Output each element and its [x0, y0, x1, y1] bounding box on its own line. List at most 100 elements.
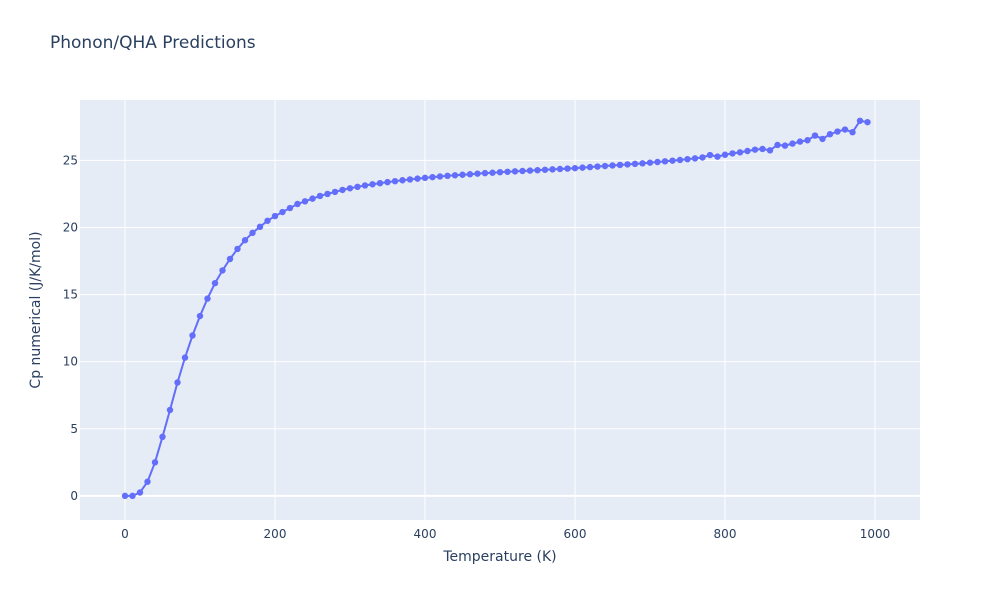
y-tick-label: 10	[63, 355, 78, 369]
y-tick-labels: 0 5 10 15 20 25	[63, 153, 78, 502]
data-point	[579, 164, 586, 171]
data-point	[721, 151, 729, 158]
data-point	[406, 176, 414, 183]
data-point	[654, 158, 661, 166]
data-point	[444, 172, 451, 180]
data-point	[714, 153, 721, 160]
data-point	[384, 178, 391, 186]
data-point	[759, 145, 766, 153]
data-point	[534, 166, 541, 174]
data-point	[729, 150, 736, 157]
data-point	[399, 177, 406, 184]
data-point	[196, 312, 204, 320]
x-axis-label: Temperature (K)	[442, 549, 556, 565]
data-point	[286, 204, 294, 212]
data-point	[489, 169, 496, 176]
data-point	[174, 379, 181, 386]
data-point	[849, 129, 856, 136]
data-point	[301, 198, 309, 205]
data-point	[549, 166, 556, 173]
data-point	[181, 354, 189, 361]
data-point	[249, 229, 256, 237]
y-tick-label: 15	[63, 288, 78, 302]
data-point	[144, 478, 151, 485]
data-point	[691, 155, 699, 162]
plot-background	[80, 100, 920, 520]
data-point	[159, 433, 166, 441]
data-point	[564, 165, 571, 172]
data-point	[436, 173, 444, 180]
data-point	[571, 164, 579, 172]
y-tick-label: 5	[70, 422, 78, 436]
x-tick-label: 200	[264, 527, 287, 541]
data-point	[856, 117, 864, 124]
data-point	[586, 163, 594, 171]
data-point	[706, 151, 714, 159]
data-point	[699, 154, 706, 161]
data-point	[391, 177, 399, 185]
data-point	[766, 147, 774, 154]
data-point	[279, 208, 286, 216]
data-point	[451, 172, 459, 179]
y-tick-label: 0	[70, 489, 78, 503]
data-point	[781, 142, 789, 149]
data-point	[121, 492, 129, 500]
data-point	[631, 160, 639, 168]
data-point	[519, 167, 526, 175]
data-point	[129, 492, 136, 500]
x-tick-labels: 0 200 400 600 800 1000	[121, 527, 890, 541]
data-point	[496, 168, 504, 176]
data-point	[331, 188, 339, 196]
data-point	[736, 149, 744, 156]
data-point	[234, 245, 241, 253]
data-point	[804, 137, 811, 144]
data-point	[819, 135, 826, 143]
x-tick-label: 800	[714, 527, 737, 541]
data-point	[751, 146, 759, 153]
grid-lines	[80, 100, 920, 520]
data-point	[774, 141, 781, 149]
y-axis-label: Cp numerical (J/K/mol)	[28, 231, 44, 388]
data-point	[346, 185, 354, 192]
data-point	[211, 279, 219, 287]
data-point	[789, 140, 796, 147]
data-point	[414, 175, 421, 182]
data-point	[594, 163, 601, 170]
data-point	[189, 332, 196, 339]
x-tick-label: 400	[414, 527, 437, 541]
data-point	[826, 131, 834, 138]
data-point	[361, 182, 369, 189]
data-point	[226, 255, 234, 263]
data-point	[744, 147, 751, 155]
data-point	[241, 237, 249, 244]
data-point	[609, 162, 616, 169]
data-point	[504, 168, 511, 175]
data-point	[841, 126, 849, 133]
data-point	[421, 174, 429, 182]
x-tick-label: 600	[564, 527, 587, 541]
data-point	[459, 171, 466, 178]
data-point	[429, 173, 436, 181]
data-point	[219, 267, 226, 274]
data-point	[136, 489, 144, 496]
data-point	[556, 165, 564, 173]
data-point	[204, 295, 211, 302]
data-point	[526, 167, 534, 174]
series-line	[125, 119, 868, 497]
data-point	[481, 169, 489, 177]
data-point	[309, 195, 316, 202]
data-point	[511, 168, 519, 175]
data-point	[646, 159, 654, 166]
data-point	[474, 170, 481, 177]
data-point	[541, 166, 549, 173]
data-point	[369, 181, 376, 188]
data-point	[616, 161, 624, 169]
data-point	[264, 217, 271, 224]
data-point	[376, 179, 384, 187]
series-layer	[121, 117, 871, 500]
data-point	[661, 158, 669, 165]
data-point	[294, 200, 301, 208]
data-point	[684, 155, 691, 163]
data-point	[811, 132, 819, 139]
data-point	[324, 190, 331, 198]
